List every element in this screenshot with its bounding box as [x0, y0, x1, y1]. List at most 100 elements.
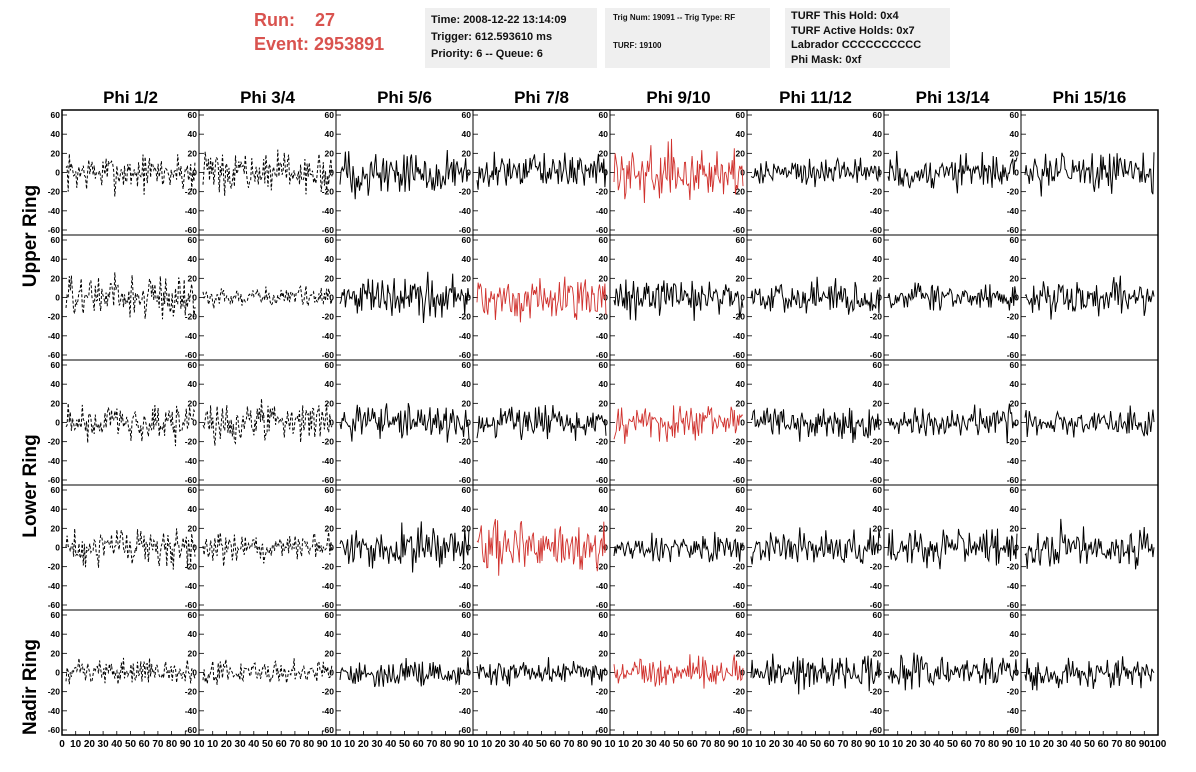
y-tick-label: -40: [185, 581, 198, 591]
x-tick-label: 40: [522, 739, 534, 750]
trig-num-text: Trig Num: 19091 -- Trig Type: RF: [613, 13, 736, 22]
x-tick-label: 40: [796, 739, 808, 750]
y-tick-label: -60: [596, 350, 609, 360]
y-tick-label: 20: [188, 148, 198, 158]
x-tick-label: 30: [235, 739, 247, 750]
y-tick-label: -40: [733, 706, 746, 716]
waveform-trace: [1024, 275, 1155, 320]
y-tick-label: -60: [1007, 475, 1020, 485]
y-tick-label: 40: [873, 629, 883, 639]
y-tick-label: 20: [736, 148, 746, 158]
y-tick-label: -20: [596, 312, 609, 322]
x-tick-label: 10: [1029, 739, 1041, 750]
turf-info-box: TURF This Hold: 0x4 TURF Active Holds: 0…: [785, 8, 950, 68]
y-tick-label: 0: [740, 168, 745, 178]
y-tick-label: -60: [1007, 725, 1020, 735]
run-label: Run:: [254, 10, 295, 30]
y-tick-label: 40: [462, 129, 472, 139]
x-tick-label: 80: [166, 739, 178, 750]
x-tick-label: 30: [98, 739, 110, 750]
x-tick-label: 80: [303, 739, 315, 750]
column-header: Phi 13/14: [916, 88, 990, 107]
y-tick-label: -40: [459, 206, 472, 216]
y-tick-label: -40: [733, 456, 746, 466]
y-tick-label: -40: [48, 581, 61, 591]
x-tick-label: 20: [632, 739, 644, 750]
column-header: Phi 15/16: [1053, 88, 1127, 107]
priority-text: Priority: 6 -- Queue: 6: [431, 48, 543, 60]
x-tick-label: 50: [536, 739, 548, 750]
y-tick-label: -20: [870, 687, 883, 697]
waveform-trace: [339, 149, 470, 200]
y-tick-label: -40: [733, 331, 746, 341]
y-tick-label: 40: [599, 629, 609, 639]
waveform-trace: [339, 521, 470, 573]
y-tick-label: -20: [459, 437, 472, 447]
waveform-trace: [339, 271, 470, 324]
x-tick-label: 90: [1139, 739, 1151, 750]
y-tick-label: 20: [599, 648, 609, 658]
y-tick-label: -40: [459, 581, 472, 591]
y-tick-label: -20: [322, 437, 335, 447]
waveform-trace: [1024, 405, 1155, 438]
y-tick-label: -40: [596, 456, 609, 466]
y-tick-label: 40: [325, 254, 335, 264]
y-tick-label: 40: [325, 129, 335, 139]
phi-mask-text: Phi Mask: 0xf: [791, 53, 862, 66]
turf-num-text: TURF: 19100: [613, 41, 662, 50]
waveform-trace: [750, 527, 881, 565]
x-tick-label: 70: [974, 739, 986, 750]
y-tick-label: -20: [322, 312, 335, 322]
y-tick-label: 40: [188, 129, 198, 139]
y-tick-label: 20: [1010, 523, 1020, 533]
y-tick-label: -40: [870, 581, 883, 591]
x-tick-label: 10: [755, 739, 767, 750]
waveform-trace: [339, 657, 470, 688]
waveform-trace: [613, 279, 744, 321]
y-tick-label: 0: [329, 668, 334, 678]
x-tick-label: 50: [262, 739, 274, 750]
y-tick-label: -20: [733, 687, 746, 697]
y-tick-label: -40: [1007, 706, 1020, 716]
x-tick-label: 40: [111, 739, 123, 750]
x-tick-label: 10: [604, 739, 616, 750]
waveform-trace: [202, 532, 333, 567]
y-tick-label: -60: [733, 475, 746, 485]
x-tick-label: 40: [1070, 739, 1082, 750]
x-tick-label: 80: [440, 739, 452, 750]
x-tick-label: 20: [769, 739, 781, 750]
y-tick-label: 20: [51, 273, 61, 283]
y-tick-label: 20: [599, 148, 609, 158]
waveform-trace: [750, 653, 881, 695]
x-tick-label: 10: [878, 739, 890, 750]
waveform-trace: [202, 398, 333, 446]
y-tick-label: -40: [185, 206, 198, 216]
y-tick-label: 20: [325, 523, 335, 533]
y-tick-label: -60: [459, 225, 472, 235]
run-event-header: Run: 27 Event: 2953891: [254, 8, 384, 56]
y-tick-label: 0: [192, 543, 197, 553]
waveform-trace: [65, 528, 196, 570]
y-tick-label: -20: [870, 562, 883, 572]
y-tick-label: 0: [55, 418, 60, 428]
y-tick-label: -60: [596, 225, 609, 235]
y-tick-label: 20: [736, 273, 746, 283]
x-tick-label: 10: [741, 739, 753, 750]
y-tick-label: 40: [873, 254, 883, 264]
waveform-trace: [887, 528, 1018, 570]
x-tick-label: 90: [180, 739, 192, 750]
y-tick-label: -60: [459, 600, 472, 610]
y-tick-label: 0: [877, 418, 882, 428]
y-tick-label: -60: [733, 725, 746, 735]
column-header: Phi 1/2: [103, 88, 158, 107]
x-tick-label: 80: [1125, 739, 1137, 750]
y-tick-label: 0: [55, 168, 60, 178]
x-tick-label: 80: [988, 739, 1000, 750]
waveform-trace: [476, 518, 607, 576]
x-tick-label: 60: [550, 739, 562, 750]
y-tick-label: 40: [736, 504, 746, 514]
y-tick-label: -20: [596, 437, 609, 447]
y-tick-label: 40: [462, 629, 472, 639]
y-tick-label: -40: [1007, 331, 1020, 341]
x-tick-label: 70: [700, 739, 712, 750]
